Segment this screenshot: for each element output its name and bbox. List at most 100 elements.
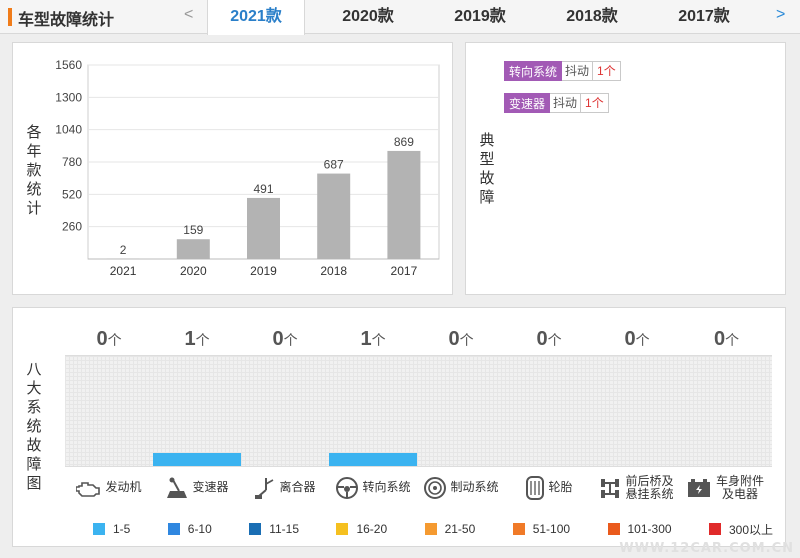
x-tick-label: 2019 [250,264,277,278]
system-heat-area [681,356,772,466]
clutch-pedal-icon [255,477,274,499]
fault-symptom-tag: 抖动 [562,61,594,81]
prev-arrow-icon[interactable]: < [184,6,194,23]
legend-label: 16-20 [356,522,388,536]
typical-fault-item[interactable]: 转向系统 抖动 1个 [504,61,621,81]
system-item-axle[interactable]: 前后桥及悬挂系统 [593,466,681,508]
legend-swatch [167,523,180,535]
legend-swatch [708,523,721,535]
legend-item: 11-15 [249,521,299,537]
system-column-tire: 0个 轮胎 [505,322,593,508]
legend-swatch [424,523,437,535]
steering-wheel-icon [336,476,359,499]
system-count: 0个 [417,322,505,356]
legend-item: 51-100 [512,521,571,537]
title-accent [8,8,12,26]
y-tick-label: 520 [62,187,82,201]
system-heat-area [65,356,153,466]
y-tick-label: 260 [62,220,82,234]
system-heat-area [417,356,505,466]
tab-year-2018[interactable]: 2018款 [566,8,618,25]
y-tick-label: 1300 [55,90,82,104]
typical-faults-label: 典型故障 [479,132,495,206]
legend-swatch [336,523,349,535]
system-count: 0个 [241,322,329,356]
fault-symptom-tag: 抖动 [550,93,582,113]
eight-systems-panel: 八大系统故障图 0个 发动机 1个 [12,307,786,547]
system-count: 1个 [153,322,241,356]
x-tick-label: 2017 [391,264,418,278]
system-column-engine: 0个 发动机 [65,322,153,508]
system-level-bar [153,453,241,466]
bar-value-label: 491 [253,182,273,196]
tab-year-2019[interactable]: 2019款 [454,8,506,25]
legend-label: 21-50 [444,522,476,536]
legend-item: 21-50 [424,521,476,537]
legend-label: 101-300 [627,522,672,536]
bar[interactable] [387,150,421,259]
y-tick-label: 1040 [55,123,82,137]
legend-label: 51-100 [532,522,571,536]
system-heat-area [505,356,593,466]
system-heat-area [593,356,681,466]
header-bar: 车型故障统计 < 2021款 2020款 2019款 2018款 2017款 > [0,0,800,35]
fault-system-tag: 变速器 [504,93,551,113]
system-column-body-electrical: 0个 车身附件及电器 [681,322,772,508]
legend-label: 1-5 [113,522,131,536]
legend-swatch [93,523,105,535]
system-column-clutch: 0个 离合器 [241,322,329,508]
system-heat-area [329,356,417,466]
axle-icon [600,478,619,498]
system-column-steering: 1个 转向系统 [329,322,417,508]
system-item-steering[interactable]: 转向系统 [329,466,417,508]
gear-shifter-icon [167,477,188,498]
next-arrow-icon[interactable]: > [776,6,786,23]
system-column-transmission: 1个 变速器 [153,322,241,508]
bar[interactable] [176,239,210,259]
system-count: 0个 [681,322,772,356]
system-item-body-electrical[interactable]: 车身附件及电器 [681,466,772,508]
bar-value-label: 687 [324,158,344,172]
legend-swatch [607,523,620,535]
bar-value-label: 2 [120,243,127,257]
engine-icon [76,481,101,497]
system-item-transmission[interactable]: 变速器 [153,466,241,508]
y-tick-label: 1560 [55,58,82,72]
fault-system-tag: 转向系统 [504,61,563,81]
legend-item: 6-10 [167,521,212,537]
model-year-chart-panel: 各年款统计 260 520 780 1040 1300 1560 2 2021 159 2020 4… [12,42,453,295]
x-tick-label: 2018 [320,264,347,278]
battery-icon [688,478,710,497]
legend-swatch [249,523,262,535]
systems-label: 八大系统故障图 [26,361,42,492]
system-count: 0个 [505,322,593,356]
chart-ylabel: 各年款统计 [26,124,42,217]
bar-value-label: 869 [394,135,414,149]
legend-item: 1-5 [93,521,130,537]
x-tick-label: 2021 [110,264,137,278]
brake-disc-icon [424,476,447,499]
legend-label: 6-10 [187,522,212,536]
system-item-engine[interactable]: 发动机 [65,466,153,508]
fault-count-tag: 1个 [593,61,621,81]
tab-year-2021[interactable]: 2021款 [207,0,305,35]
system-heat-area [153,356,241,466]
typical-fault-item[interactable]: 变速器 抖动 1个 [504,93,609,113]
bar[interactable] [247,197,280,259]
system-column-axle: 0个 前后桥及悬挂系统 [593,322,681,508]
systems-grid: 0个 发动机 1个 变速器 [65,322,772,508]
bar[interactable] [317,173,351,259]
legend-swatch [512,523,525,535]
system-item-tire[interactable]: 轮胎 [505,466,593,508]
system-count: 0个 [593,322,681,356]
bar-value-label: 159 [183,223,203,237]
tab-year-2017[interactable]: 2017款 [678,8,730,25]
model-year-bar-chart: 260 520 780 1040 1300 1560 2 2021 159 2020 491 2019… [55,58,440,278]
legend-item: 300以上 [708,521,773,537]
tab-year-2020[interactable]: 2020款 [342,8,394,25]
system-item-clutch[interactable]: 离合器 [241,466,329,508]
legend-item: 16-20 [336,521,387,537]
system-item-brake[interactable]: 制动系统 [417,466,505,508]
y-tick-label: 780 [62,155,82,169]
